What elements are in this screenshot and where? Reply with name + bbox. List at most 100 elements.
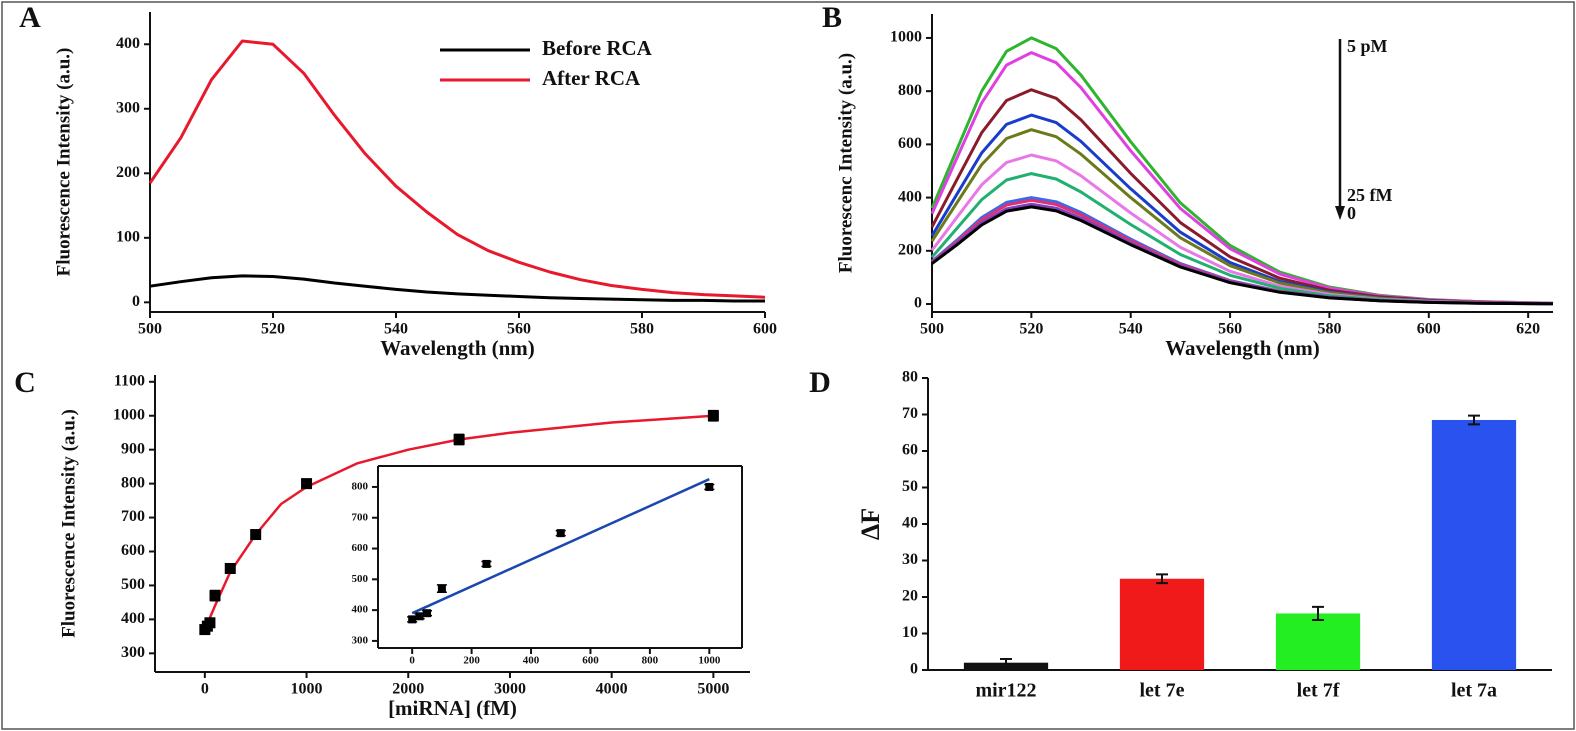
x-tick-label: 1000 (698, 655, 721, 667)
y-tick-label: 700 (121, 508, 145, 525)
y-tick-label: 1000 (890, 29, 922, 46)
bar (1431, 419, 1517, 670)
x-tick-label: 580 (1317, 321, 1341, 338)
x-tick-label: 540 (1119, 321, 1143, 338)
y-tick-label: 50 (902, 478, 918, 495)
x-tick-label: 520 (261, 321, 285, 338)
y-tick-label: 900 (121, 440, 145, 457)
x-tick-label: 580 (630, 321, 654, 338)
panel-label: B (822, 1, 842, 34)
y-tick-label: 800 (352, 480, 369, 492)
x-tick-label: 4000 (596, 681, 628, 698)
x-tick-label: 3000 (494, 681, 526, 698)
y-tick-label: 300 (352, 634, 369, 646)
y-tick-label: 100 (116, 228, 140, 245)
x-tick-label: let 7f (1297, 680, 1340, 702)
x-tick-label: 5000 (697, 681, 729, 698)
annotation: 0 (1347, 203, 1356, 223)
data-point (415, 612, 424, 621)
series-line (930, 153, 1554, 305)
error-bar (1156, 573, 1168, 585)
y-axis-title: Fluorescence Intensity (a.u.) (58, 409, 79, 638)
y-tick-label: 10 (902, 624, 918, 641)
y-tick-label: 70 (902, 405, 918, 422)
y-axis-title: Fluorescenc Intensity (a.u.) (835, 53, 856, 273)
series-line (148, 39, 766, 299)
y-tick-label: 600 (898, 135, 922, 152)
x-axis-title: [miRNA] (fM) (388, 696, 517, 720)
error-bar (1312, 605, 1324, 621)
data-point (204, 617, 216, 629)
y-tick-label: 20 (902, 588, 918, 605)
series-line (931, 205, 1554, 306)
y-tick-label: 400 (116, 35, 140, 52)
panel-label: D (809, 366, 831, 399)
data-point (453, 433, 465, 445)
data-point (705, 482, 714, 491)
error-bar (1468, 414, 1480, 426)
legend-label: Before RCA (542, 36, 653, 60)
y-tick-label: 30 (902, 551, 918, 568)
x-tick-label: 600 (1417, 321, 1441, 338)
data-point (437, 584, 446, 593)
y-tick-label: 0 (132, 293, 140, 310)
y-tick-label: 40 (902, 515, 918, 532)
y-tick-label: 400 (898, 188, 922, 205)
y-tick-label: 0 (910, 661, 918, 678)
series-line (411, 478, 710, 615)
x-tick-label: 600 (753, 321, 777, 338)
x-tick-label: 560 (507, 321, 531, 338)
series-line (149, 274, 765, 303)
x-tick-label: 400 (523, 655, 540, 667)
y-tick-label: 1000 (113, 406, 145, 423)
y-axis-title: Fluorescence Intensity (a.u.) (53, 48, 74, 277)
y-tick-label: 300 (116, 99, 140, 116)
y-tick-label: 700 (352, 511, 369, 523)
y-axis-title: ΔF (856, 508, 885, 540)
y-tick-label: 400 (352, 604, 369, 616)
data-point (423, 609, 432, 618)
data-point (224, 562, 236, 574)
x-tick-label: 2000 (392, 681, 424, 698)
y-tick-label: 600 (121, 542, 145, 559)
data-point (556, 529, 565, 538)
x-axis-title: Wavelength (nm) (380, 336, 535, 360)
y-tick-label: 600 (352, 542, 369, 554)
x-axis-title: Wavelength (nm) (1165, 336, 1320, 360)
x-tick-label: 520 (1019, 321, 1043, 338)
x-tick-label: 800 (642, 655, 659, 667)
y-tick-label: 300 (121, 644, 145, 661)
x-tick-label: let 7a (1451, 680, 1497, 702)
y-tick-label: 800 (898, 82, 922, 99)
inset-bg (378, 466, 742, 648)
x-tick-label: 600 (582, 655, 599, 667)
error-bar (1000, 658, 1012, 668)
data-point (301, 478, 313, 490)
x-tick-label: 500 (138, 321, 162, 338)
panel-label: C (14, 366, 36, 399)
data-point (250, 529, 262, 541)
y-tick-label: 60 (902, 442, 918, 459)
x-tick-label: 620 (1516, 321, 1540, 338)
y-tick-label: 0 (914, 295, 922, 312)
legend-label: After RCA (542, 66, 641, 90)
series-line (930, 51, 1554, 305)
x-tick-label: 500 (920, 321, 944, 338)
y-tick-label: 80 (902, 369, 918, 386)
x-tick-label: 0 (201, 681, 209, 698)
x-tick-label: 200 (463, 655, 480, 667)
annotation: 5 pM (1347, 36, 1388, 56)
x-tick-label: 0 (409, 655, 415, 667)
bar (1119, 578, 1205, 670)
data-point (408, 615, 417, 624)
x-tick-label: mir122 (975, 680, 1036, 702)
y-tick-label: 800 (121, 474, 145, 491)
annotation: 25 fM (1347, 185, 1392, 205)
y-tick-label: 500 (121, 576, 145, 593)
x-tick-label: 560 (1218, 321, 1242, 338)
y-tick-label: 200 (116, 164, 140, 181)
data-point (482, 559, 491, 568)
y-tick-label: 1100 (114, 372, 145, 389)
